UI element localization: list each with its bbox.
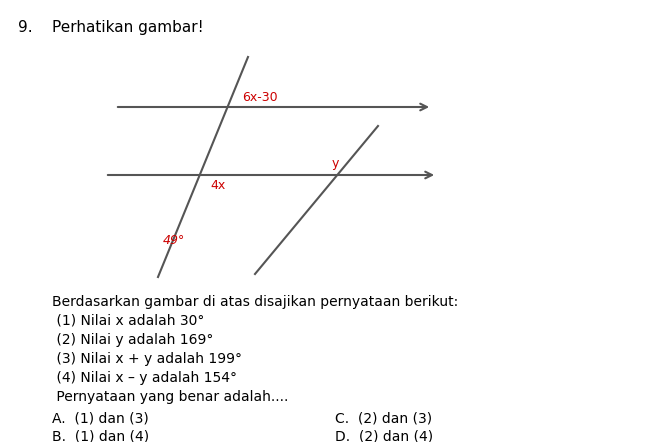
Text: A.  (1) dan (3): A. (1) dan (3) (52, 411, 149, 425)
Text: Perhatikan gambar!: Perhatikan gambar! (52, 20, 204, 35)
Text: 9.: 9. (18, 20, 33, 35)
Text: (3) Nilai x + y adalah 199°: (3) Nilai x + y adalah 199° (52, 352, 242, 366)
Text: y: y (332, 157, 340, 170)
Text: 4x: 4x (210, 179, 225, 192)
Text: (1) Nilai x adalah 30°: (1) Nilai x adalah 30° (52, 314, 204, 328)
Text: C.  (2) dan (3): C. (2) dan (3) (335, 411, 432, 425)
Text: Berdasarkan gambar di atas disajikan pernyataan berikut:: Berdasarkan gambar di atas disajikan per… (52, 295, 458, 309)
Text: Pernyataan yang benar adalah....: Pernyataan yang benar adalah.... (52, 390, 289, 404)
Text: D.  (2) dan (4): D. (2) dan (4) (335, 430, 433, 442)
Text: 6x-30: 6x-30 (242, 91, 278, 104)
Text: (2) Nilai y adalah 169°: (2) Nilai y adalah 169° (52, 333, 214, 347)
Text: 49°: 49° (163, 234, 185, 247)
Text: (4) Nilai x – y adalah 154°: (4) Nilai x – y adalah 154° (52, 371, 237, 385)
Text: B.  (1) dan (4): B. (1) dan (4) (52, 430, 149, 442)
